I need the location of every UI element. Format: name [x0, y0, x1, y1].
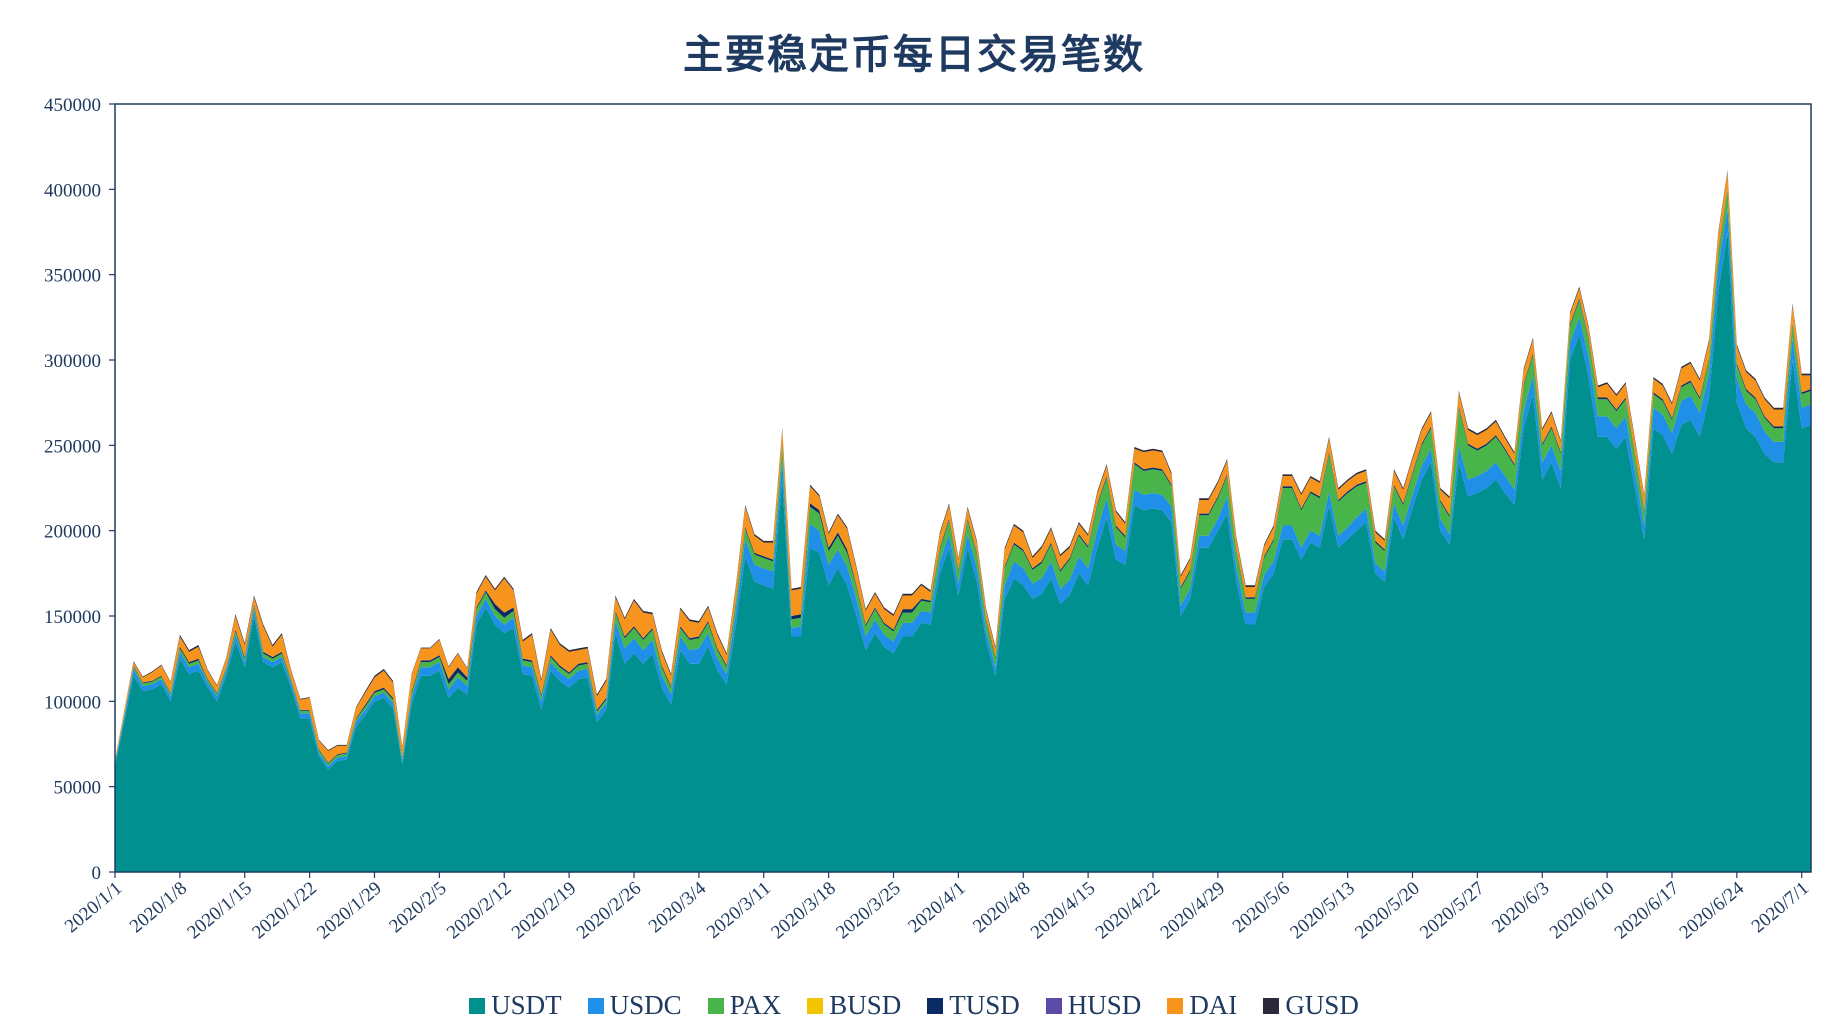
- x-tick-label: 2020/5/27: [1416, 878, 1489, 944]
- x-tick-label: 2020/3/18: [767, 878, 840, 944]
- legend-swatch: [807, 997, 824, 1014]
- x-tick-label: 2020/5/13: [1286, 878, 1359, 944]
- legend-label: HUSD: [1067, 990, 1142, 1020]
- x-tick-label: 2020/2/26: [573, 878, 646, 944]
- legend-swatch: [1263, 997, 1280, 1014]
- area-usdc: [115, 208, 1811, 770]
- legend-swatch: [587, 997, 604, 1014]
- legend-label: BUSD: [829, 990, 902, 1020]
- x-axis: 2020/1/1 2020/1/82020/1/152020/1/222020/1…: [61, 872, 1813, 943]
- chart-title: 主要稳定币每日交易笔数: [683, 31, 1145, 78]
- x-tick-label: 2020/1/29: [313, 878, 386, 944]
- y-tick-label: 400000: [44, 180, 101, 201]
- y-tick-label: 300000: [44, 351, 101, 372]
- x-tick-label: 2020/5/6: [1229, 878, 1294, 938]
- x-tick-label: 2020/3/4: [645, 877, 711, 937]
- legend-item-gusd: GUSD: [1263, 990, 1359, 1021]
- y-tick-label: 100000: [44, 692, 101, 713]
- area-usdt: [115, 232, 1811, 872]
- x-tick-label: 2020/6/3: [1488, 878, 1553, 938]
- legend-label: GUSD: [1285, 990, 1359, 1020]
- y-tick-label: 200000: [44, 522, 101, 543]
- legend-item-husd: HUSD: [1045, 990, 1142, 1021]
- legend-label: USDC: [609, 990, 682, 1020]
- x-tick-label: 2020/5/20: [1351, 878, 1424, 944]
- area-series-group: [115, 170, 1811, 872]
- legend-swatch: [927, 997, 944, 1014]
- x-tick-label: 2020/2/12: [443, 878, 516, 944]
- x-tick-label: 2020/2/19: [508, 878, 581, 944]
- legend: USDT USDC PAX BUSD TUSD HUSD DAI GUSD: [0, 990, 1828, 1021]
- legend-item-dai: DAI: [1167, 990, 1237, 1021]
- x-tick-label: 2020/1/22: [248, 878, 321, 944]
- legend-label: PAX: [729, 990, 782, 1020]
- legend-item-tusd: TUSD: [927, 990, 1020, 1021]
- y-tick-label: 50000: [54, 778, 102, 799]
- legend-swatch: [469, 997, 486, 1014]
- legend-swatch: [1167, 997, 1184, 1014]
- y-tick-label: 350000: [44, 266, 101, 287]
- legend-item-usdc: USDC: [587, 990, 682, 1021]
- legend-swatch: [707, 997, 724, 1014]
- x-tick-label: 2020/4/29: [1157, 878, 1230, 944]
- x-tick-label: 2020/1/15: [183, 878, 256, 944]
- x-tick-label: 2020/4/15: [1027, 878, 1100, 944]
- x-tick-label: 2020/6/24: [1676, 877, 1749, 943]
- x-tick-label: 2020/4/22: [1092, 878, 1165, 944]
- plot-frame: [114, 103, 1812, 873]
- x-tick-label: 2020/7/1: [1748, 878, 1813, 938]
- y-axis: 0 50000 100000 150000 200000 250000 300000 3500…: [44, 95, 115, 884]
- x-tick-label: 2020/4/8: [969, 878, 1034, 938]
- x-tick-label: 2020/1/1: [61, 878, 126, 938]
- y-tick-label: 150000: [44, 607, 101, 628]
- y-tick-label: 0: [92, 863, 102, 884]
- x-tick-label: 2020/6/17: [1611, 878, 1684, 944]
- y-tick-label: 250000: [44, 436, 101, 457]
- legend-label: USDT: [491, 990, 562, 1020]
- x-tick-label: 2020/3/11: [703, 878, 775, 943]
- y-tick-label: 450000: [44, 95, 101, 116]
- legend-label: TUSD: [949, 990, 1020, 1020]
- legend-item-busd: BUSD: [807, 990, 901, 1021]
- x-tick-label: 2020/1/8: [126, 878, 191, 938]
- x-tick-label: 2020/6/10: [1546, 878, 1619, 944]
- legend-label: DAI: [1189, 990, 1238, 1020]
- legend-swatch: [1045, 997, 1062, 1014]
- legend-item-pax: PAX: [707, 990, 782, 1021]
- legend-item-usdt: USDT: [469, 990, 562, 1021]
- x-tick-label: 2020/2/5: [385, 878, 450, 938]
- x-tick-label: 2020/4/1: [904, 878, 969, 938]
- x-tick-label: 2020/3/25: [832, 878, 905, 944]
